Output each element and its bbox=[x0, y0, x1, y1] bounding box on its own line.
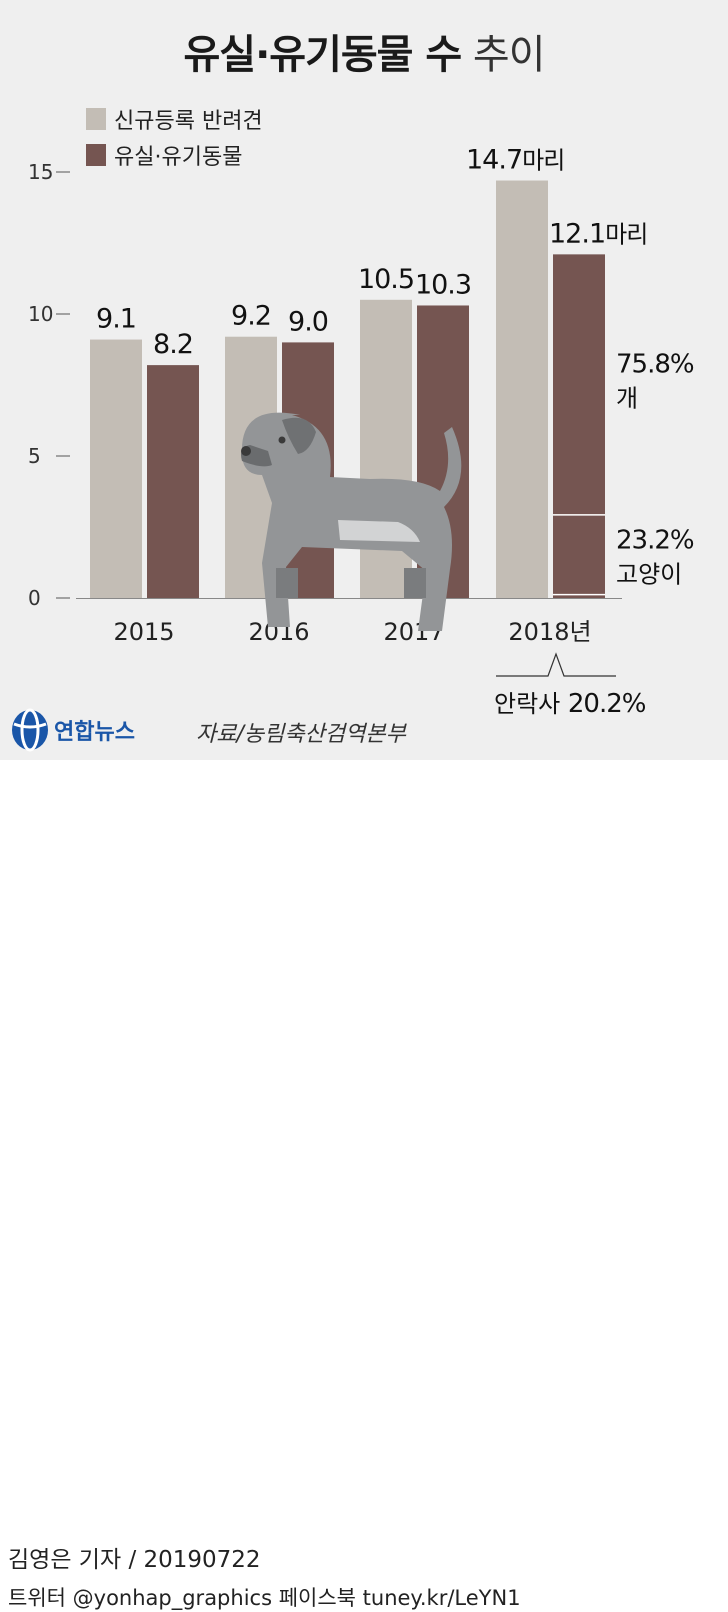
legend-swatch bbox=[86, 108, 106, 130]
yonhap-globe-icon bbox=[12, 708, 48, 752]
x-tick-label: 2018년 bbox=[508, 618, 591, 646]
bar-registered-3 bbox=[496, 180, 548, 598]
data-label: 12.1마리 bbox=[549, 218, 647, 249]
cat-percent: 23.2% bbox=[616, 526, 694, 556]
title-bold: 유실·유기동물 수 bbox=[183, 32, 462, 78]
y-tick-label: 0 bbox=[28, 586, 41, 610]
cat-label: 고양이 bbox=[616, 561, 682, 589]
y-tick-label: 15 bbox=[28, 160, 53, 184]
data-label: 10.3 bbox=[415, 269, 471, 300]
reporter-line: 김영은 기자 / 20190722 bbox=[8, 1547, 261, 1573]
chart-canvas: 유실·유기동물 수 추이 0 5 10 15 9.1 8.2 2015 9.2 9.0 2016… bbox=[0, 0, 728, 760]
unit-label: 마리 bbox=[605, 220, 647, 248]
y-tick-label: 10 bbox=[28, 302, 53, 326]
bar-abandoned-0 bbox=[147, 365, 199, 598]
euthanasia-note: 안락사 20.2% bbox=[494, 689, 646, 719]
dog-percent: 75.8% bbox=[616, 350, 694, 380]
bar-registered-0 bbox=[90, 339, 142, 598]
data-label: 8.2 bbox=[153, 329, 193, 360]
y-tick-label: 5 bbox=[28, 444, 41, 468]
chart-title: 유실·유기동물 수 추이 bbox=[0, 22, 728, 80]
data-label: 14.7마리 bbox=[466, 145, 564, 176]
unit-label: 마리 bbox=[522, 147, 564, 175]
credit-date: 20190722 bbox=[143, 1547, 261, 1573]
dog-illustration-icon bbox=[241, 412, 462, 631]
logo-text: 연합뉴스 bbox=[54, 720, 135, 745]
social-line: 트위터 @yonhap_graphics 페이스북 tuney.kr/LeYN1 bbox=[8, 1586, 521, 1610]
bar-registered-2 bbox=[360, 299, 412, 598]
source-label: 자료/농림축산검역본부 bbox=[196, 722, 406, 747]
reporter-name: 김영은 기자 bbox=[8, 1547, 122, 1573]
x-tick-label: 2015 bbox=[113, 618, 174, 646]
euthanasia-value: 20.2% bbox=[568, 689, 646, 719]
legend-label: 신규등록 반려견 bbox=[114, 109, 263, 134]
dog-label: 개 bbox=[616, 385, 638, 413]
title-normal: 추이 bbox=[472, 32, 546, 78]
data-label: 9.2 bbox=[231, 301, 271, 332]
bar-abandoned-3 bbox=[553, 254, 605, 599]
data-label: 9.1 bbox=[96, 304, 136, 335]
data-label: 10.5 bbox=[358, 264, 414, 295]
legend-label: 유실·유기동물 bbox=[114, 145, 242, 170]
y-axis: 0 5 10 15 bbox=[28, 160, 622, 610]
legend-swatch bbox=[86, 144, 106, 166]
data-label: 9.0 bbox=[288, 306, 328, 337]
yonhap-logo: 연합뉴스 bbox=[10, 708, 135, 752]
credit-footer: 김영은 기자 / 20190722 트위터 @yonhap_graphics 페… bbox=[0, 760, 728, 1610]
callout-bracket bbox=[496, 652, 616, 677]
